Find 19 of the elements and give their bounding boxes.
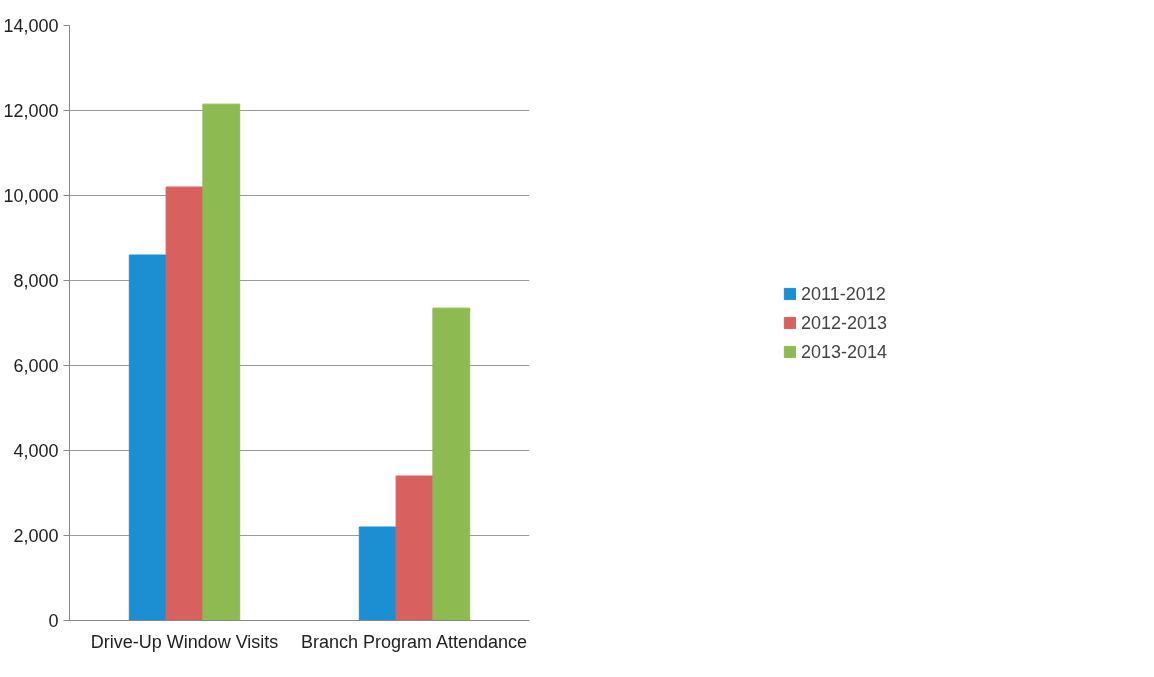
x-tick-label: Branch Program Attendance bbox=[300, 631, 528, 652]
y-tick-label: 0 bbox=[48, 611, 59, 631]
bar bbox=[432, 307, 471, 621]
bar bbox=[128, 254, 167, 621]
y-tick-label: 8,000 bbox=[13, 271, 59, 291]
bar bbox=[395, 475, 434, 621]
y-tick-label: 2,000 bbox=[13, 526, 59, 546]
legend-label: 2012-2013 bbox=[800, 312, 888, 333]
y-tick-label: 6,000 bbox=[13, 356, 59, 376]
legend-label: 2013-2014 bbox=[800, 341, 888, 362]
x-tick-label: Drive-Up Window Visits bbox=[90, 631, 279, 652]
legend-label: 2011-2012 bbox=[800, 283, 886, 304]
y-tick-label: 4,000 bbox=[13, 441, 59, 461]
bar bbox=[202, 103, 241, 621]
bar bbox=[358, 526, 397, 621]
y-tick-label: 10,000 bbox=[3, 186, 59, 206]
y-tick-label: 12,000 bbox=[3, 101, 59, 121]
y-tick-label: 14,000 bbox=[3, 16, 59, 36]
bar bbox=[165, 186, 204, 621]
